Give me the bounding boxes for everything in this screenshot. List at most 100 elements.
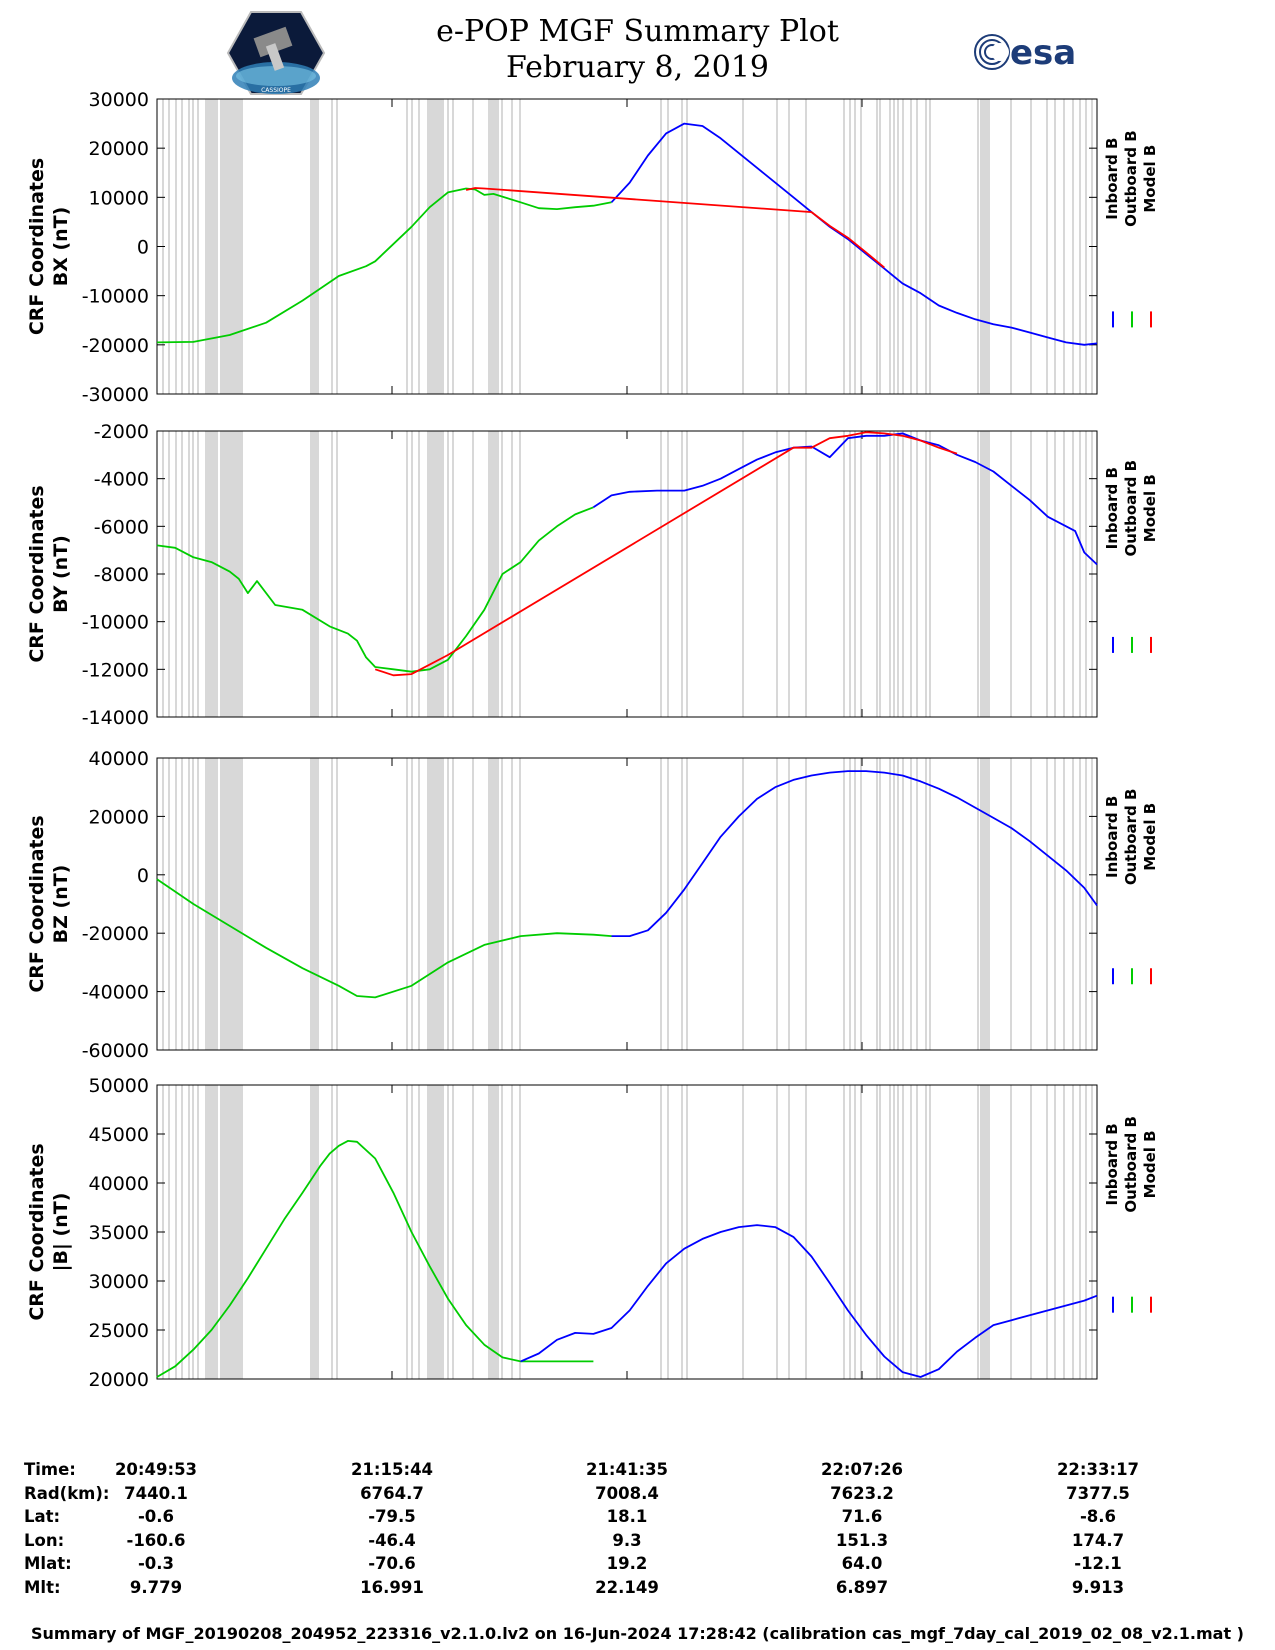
y-tick-label: 20000 — [89, 806, 149, 828]
series-line-inboard — [611, 770, 1098, 937]
gap-band — [168, 758, 170, 1050]
gap-band — [336, 758, 338, 1050]
gap-band — [910, 99, 912, 394]
legend-label: Inboard B — [1103, 467, 1121, 549]
gap-band — [1054, 99, 1056, 394]
legend-label: Model B — [1141, 1130, 1159, 1198]
gap-band — [910, 758, 912, 1050]
gap-band — [192, 99, 194, 394]
gap-band — [220, 1085, 243, 1379]
gap-band — [742, 99, 744, 394]
gap-band — [910, 431, 912, 717]
gap-band — [452, 99, 454, 394]
gap-band — [776, 758, 778, 1050]
gap-band — [876, 99, 878, 394]
info-row-value: 21:15:44 — [350, 1460, 434, 1479]
gap-band — [488, 758, 497, 1050]
gap-band — [411, 99, 413, 394]
info-row: Mlt: 9.779 16.991 22.149 6.897 9.913 — [0, 1578, 1275, 1602]
gap-band — [1079, 99, 1081, 394]
info-row-value: 151.3 — [835, 1530, 889, 1550]
gap-band — [497, 431, 499, 717]
gap-band — [977, 431, 979, 717]
info-row-value: -0.3 — [137, 1554, 175, 1573]
gap-band — [1046, 431, 1048, 717]
y-tick-label: 45000 — [89, 1124, 149, 1146]
gap-band — [929, 431, 931, 717]
gap-band — [1030, 758, 1032, 1050]
bmag-gap-bands — [162, 1085, 1093, 1379]
info-row-label: Rad(km): — [24, 1483, 110, 1503]
gap-band — [205, 758, 218, 1050]
gap-band — [660, 1085, 662, 1379]
info-row-value: 16.991 — [360, 1577, 424, 1597]
gap-band — [879, 758, 881, 1050]
gap-band — [331, 758, 333, 1050]
by-gap-bands — [162, 431, 1093, 717]
cassiope-logo-text: CASSIOPE — [261, 87, 291, 94]
gap-band — [188, 1085, 190, 1379]
gap-band — [897, 758, 899, 1050]
gap-band — [331, 431, 333, 717]
gap-band — [889, 99, 891, 394]
gap-band — [805, 99, 807, 394]
gap-band — [1085, 99, 1087, 394]
gap-band — [1010, 758, 1012, 1050]
info-row-value: -160.6 — [126, 1530, 186, 1550]
gap-band — [205, 99, 218, 394]
gap-band — [681, 1085, 683, 1379]
gap-band — [310, 758, 318, 1050]
gap-band — [181, 758, 183, 1050]
gap-band — [1054, 1085, 1056, 1379]
info-row-value: 6764.7 — [360, 1483, 424, 1503]
gap-band — [418, 99, 420, 394]
gap-band — [925, 99, 927, 394]
info-row: Time: 20:49:53 21:15:44 21:41:35 22:07:26 22:… — [0, 1460, 1275, 1484]
series-line-model — [374, 431, 958, 677]
gap-band — [411, 758, 413, 1050]
gap-band — [447, 1085, 449, 1379]
gap-band — [447, 431, 449, 717]
gap-band — [849, 758, 851, 1050]
gap-band — [310, 431, 318, 717]
gap-band — [788, 431, 790, 717]
gap-band — [331, 1085, 333, 1379]
gap-band — [336, 1085, 338, 1379]
gap-band — [418, 431, 420, 717]
info-row-value: 18.1 — [606, 1507, 648, 1526]
page-title: e-POP MGF Summary Plot February 8, 2019 — [0, 14, 1275, 86]
title-line-1: e-POP MGF Summary Plot — [436, 14, 839, 49]
y-tick-label: -60000 — [82, 1040, 149, 1062]
gap-band — [805, 758, 807, 1050]
info-row-value: -0.6 — [137, 1507, 175, 1526]
gap-band — [192, 1085, 194, 1379]
gap-band — [910, 1085, 912, 1379]
gap-band — [472, 758, 474, 1050]
series-line-outboard — [156, 187, 612, 344]
esa-logo: esa — [974, 33, 1076, 73]
y-tick-label: -20000 — [82, 335, 149, 357]
gap-band — [175, 758, 177, 1050]
info-row-value: 9.779 — [129, 1577, 183, 1597]
gap-band — [980, 1085, 990, 1379]
cassiope-logo: CASSIOPE — [226, 11, 326, 95]
gap-band — [188, 431, 190, 717]
footer-caption: Summary of MGF_20190208_204952_223316_v2… — [31, 1624, 1244, 1643]
gap-band — [1063, 99, 1065, 394]
gap-band — [893, 99, 895, 394]
gap-band — [411, 431, 413, 717]
gap-band — [667, 431, 669, 717]
gap-band — [977, 758, 979, 1050]
info-row-value: -12.1 — [1074, 1554, 1122, 1573]
gap-band — [447, 758, 449, 1050]
gap-band — [472, 1085, 474, 1379]
info-row-value: 22:33:17 — [1056, 1460, 1140, 1479]
gap-band — [175, 99, 177, 394]
gap-band — [916, 758, 918, 1050]
info-row-value: 19.2 — [606, 1554, 648, 1573]
by-panel: -14000 -12000 -10000 -8000 -6000 -4000 -2000 CR… — [26, 421, 1159, 729]
info-row: Lat: -0.6 -79.5 18.1 71.6 -8.6 — [0, 1507, 1275, 1531]
y-axis-label: BZ (nT) — [50, 865, 72, 944]
gap-band — [660, 431, 662, 717]
bmag-panel: 20000 25000 30000 35000 40000 45000 50000 CRF C… — [26, 1075, 1159, 1391]
